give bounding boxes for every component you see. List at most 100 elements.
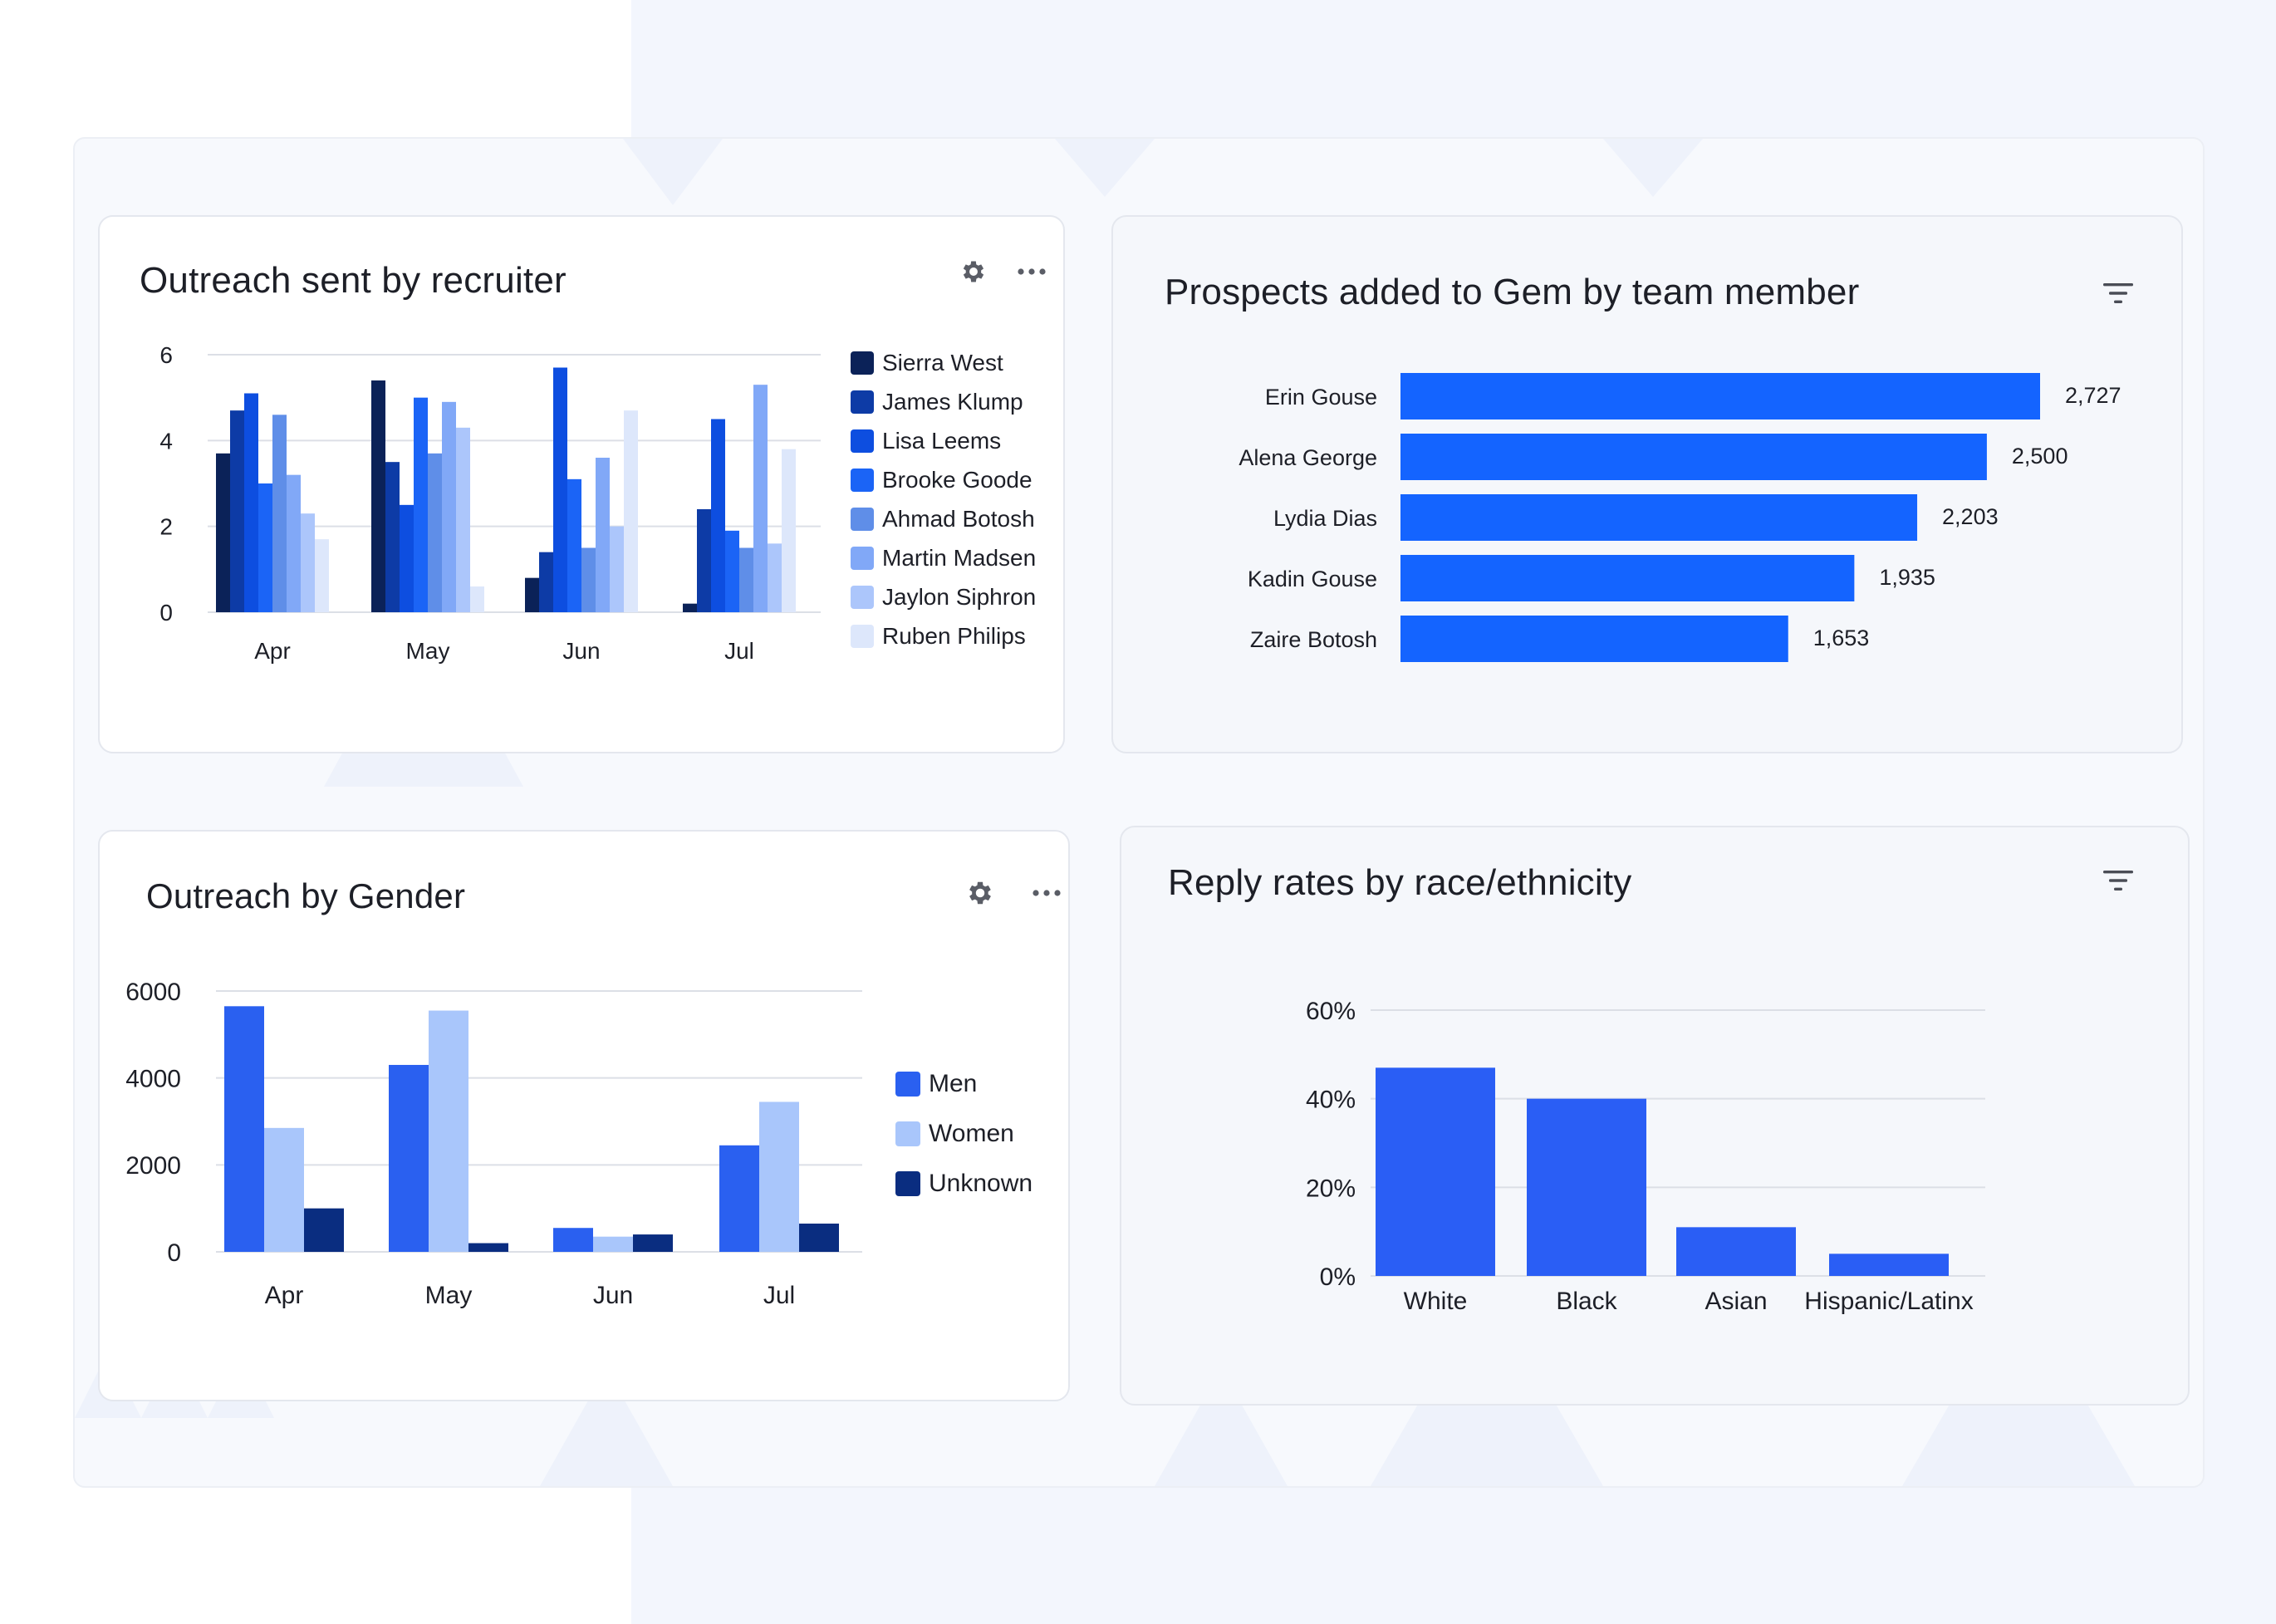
bar (1400, 373, 2040, 419)
bar (610, 526, 624, 612)
legend-item: Martin Madsen (851, 538, 1036, 577)
bar (753, 385, 768, 612)
bar (799, 1223, 839, 1252)
prospects-by-member-chart: Erin Gouse 2,727 Alena George 2,500 Lydia Di… (1239, 373, 2121, 662)
legend-item: Jaylon Siphron (851, 577, 1036, 616)
filter-button[interactable] (2095, 857, 2141, 904)
legend-swatch (851, 585, 874, 609)
y-category-label: Kadin Gouse (1248, 567, 1377, 591)
reply-rates-card: Reply rates by race/ethnicity 0% 20% 40% 60… (1120, 826, 2190, 1406)
y-tick-label: 2000 (125, 1152, 181, 1180)
bar (553, 1228, 593, 1252)
bar (593, 1236, 633, 1252)
x-tick-label: Jun (562, 638, 600, 664)
settings-button[interactable] (957, 870, 1003, 916)
x-tick-label: Hispanic/Latinx (1804, 1288, 1973, 1315)
y-category-label: Alena George (1239, 445, 1377, 470)
more-horizontal-icon (1033, 890, 1061, 896)
data-label: 2,500 (2012, 444, 2068, 469)
bar (553, 367, 567, 612)
bar (768, 543, 782, 612)
x-tick-label: Black (1556, 1288, 1617, 1315)
y-tick-label: 40% (1306, 1087, 1356, 1114)
bar (428, 453, 442, 612)
dashboard-board: Outreach sent by recruiter 0 2 4 6 Apr May Jun… (73, 137, 2205, 1488)
legend-label: Unknown (929, 1170, 1033, 1197)
outreach-by-recruiter-legend: Sierra West James Klump Lisa Leems Brooke G… (851, 343, 1036, 655)
outreach-by-recruiter-chart: 0 2 4 6 Apr May Jun Jul (159, 342, 821, 664)
y-tick-label: 6000 (125, 979, 181, 1006)
bar (1400, 555, 1855, 601)
bar (429, 1010, 468, 1252)
legend-swatch (851, 546, 874, 570)
filter-button[interactable] (2095, 270, 2141, 316)
legend-swatch (895, 1072, 920, 1097)
gear-icon (969, 881, 991, 905)
bar (456, 427, 470, 612)
legend-label: Jaylon Siphron (882, 583, 1037, 610)
bar (759, 1101, 799, 1252)
bar (539, 552, 553, 612)
bar (216, 453, 230, 612)
bar (697, 509, 711, 612)
outreach-by-gender-chart: 0 2000 4000 6000 Apr May Jun Jul (125, 979, 862, 1309)
bar (725, 530, 739, 612)
bar (596, 458, 610, 612)
card-title: Reply rates by race/ethnicity (1168, 862, 1632, 903)
legend-swatch (895, 1121, 920, 1146)
legend-item: Men (895, 1059, 1033, 1109)
legend-label: Lisa Leems (882, 427, 1002, 454)
card-title: Outreach by Gender (146, 876, 466, 915)
y-tick-label: 0 (167, 1239, 181, 1267)
y-tick-label: 0% (1320, 1263, 1356, 1291)
bar (1376, 1067, 1495, 1276)
legend-swatch (851, 507, 874, 531)
legend-item: Ruben Philips (851, 616, 1036, 655)
x-tick-label: Jun (593, 1282, 633, 1309)
y-category-label: Lydia Dias (1273, 506, 1377, 531)
bar (287, 474, 301, 612)
y-tick-label: 4 (159, 428, 173, 454)
bar (414, 397, 428, 612)
bar (258, 483, 272, 612)
x-tick-label: May (425, 1282, 473, 1309)
legend-swatch (851, 468, 874, 492)
card-title: Outreach sent by recruiter (140, 260, 567, 301)
x-tick-label: Jul (763, 1282, 795, 1309)
data-label: 1,935 (1879, 565, 1935, 590)
legend-item: Women (895, 1109, 1033, 1159)
bar (683, 603, 697, 612)
legend-item: James Klump (851, 382, 1036, 421)
bar (1400, 616, 1788, 662)
bar (1400, 434, 1987, 480)
bar (385, 462, 400, 612)
outreach-by-recruiter-card: Outreach sent by recruiter 0 2 4 6 Apr May Jun… (98, 215, 1065, 753)
legend-label: Martin Madsen (882, 544, 1037, 571)
bar (1400, 494, 1918, 541)
bar (624, 410, 638, 612)
y-category-label: Zaire Botosh (1250, 627, 1377, 652)
legend-swatch (895, 1171, 920, 1196)
legend-swatch (851, 624, 874, 648)
legend-label: Men (929, 1070, 978, 1097)
x-tick-label: Jul (724, 638, 754, 664)
bar (389, 1064, 429, 1252)
y-tick-label: 0 (159, 600, 173, 626)
legend-item: Lisa Leems (851, 421, 1036, 460)
gear-icon (963, 261, 984, 282)
bar (1527, 1098, 1646, 1276)
bar (371, 380, 385, 612)
bar (1676, 1227, 1796, 1276)
data-label: 1,653 (1813, 626, 1870, 650)
data-label: 2,727 (2065, 383, 2121, 408)
more-options-button[interactable] (1023, 870, 1068, 916)
legend-label: James Klump (882, 388, 1023, 415)
filter-icon (2103, 871, 2133, 891)
bar (1829, 1254, 1949, 1276)
y-tick-label: 20% (1306, 1175, 1356, 1202)
settings-button[interactable] (950, 248, 997, 295)
more-options-button[interactable] (1008, 248, 1055, 295)
y-tick-label: 4000 (125, 1065, 181, 1092)
bar (315, 539, 329, 612)
legend-swatch (851, 390, 874, 414)
